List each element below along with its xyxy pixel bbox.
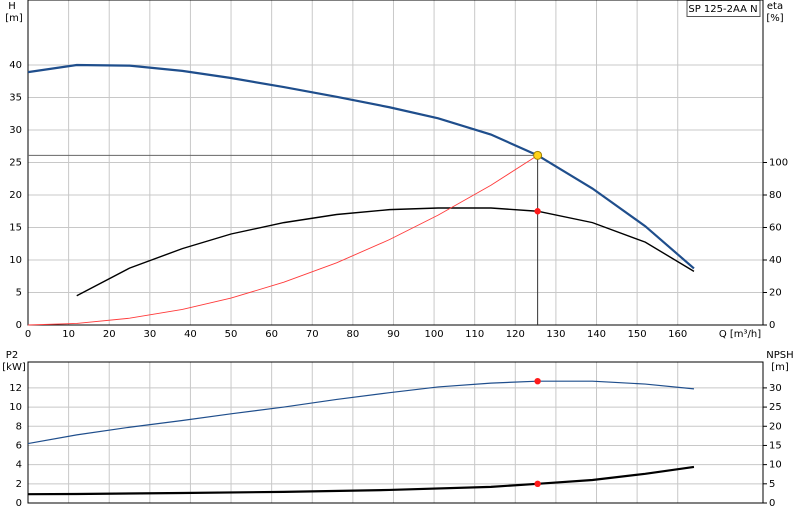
y2-tick-label: 0 <box>769 320 775 331</box>
x-tick-label: 80 <box>346 329 359 340</box>
x-tick-label: 160 <box>668 329 687 340</box>
y2-tick-label: 0 <box>769 498 775 509</box>
y-unit: [kW] <box>2 362 26 373</box>
x-tick-label: 50 <box>225 329 238 340</box>
duty-point <box>534 480 541 488</box>
y-label: H <box>8 1 16 12</box>
curve <box>76 207 695 297</box>
y-tick-label: 10 <box>9 402 22 413</box>
y2-tick-label: 30 <box>769 383 782 394</box>
x-tick-label: 40 <box>184 329 197 340</box>
x-tick-label: 140 <box>587 329 606 340</box>
y2-tick-label: 100 <box>769 158 788 169</box>
y2-tick-label: 80 <box>769 190 782 201</box>
y-tick-label: 4 <box>16 460 22 471</box>
y-tick-label: 15 <box>9 223 22 234</box>
x-tick-label: 100 <box>425 329 444 340</box>
y-tick-label: 0 <box>16 498 22 509</box>
x-tick-label: 20 <box>103 329 116 340</box>
x-tick-label: 0 <box>25 329 31 340</box>
y2-tick-label: 5 <box>769 479 775 490</box>
y-label: P2 <box>6 350 18 361</box>
y2-tick-label: 15 <box>769 440 782 451</box>
y-tick-label: 6 <box>16 440 22 451</box>
duty-point <box>534 208 541 215</box>
x-tick-label: 60 <box>265 329 278 340</box>
y-unit: [m] <box>5 13 23 24</box>
y2-tick-label: 40 <box>769 255 782 266</box>
y-tick-label: 25 <box>9 158 22 169</box>
y2-tick-label: 20 <box>769 421 782 432</box>
curve <box>27 154 538 326</box>
x-tick-label: 30 <box>143 329 156 340</box>
x-tick-label: 150 <box>628 329 647 340</box>
y-tick-label: 20 <box>9 190 22 201</box>
y2-unit: [m] <box>771 362 789 373</box>
x-tick-label: 10 <box>62 329 75 340</box>
y2-tick-label: 20 <box>769 288 782 299</box>
x-tick-label: 110 <box>465 329 484 340</box>
x-tick-label: 130 <box>546 329 565 340</box>
curve <box>27 465 695 496</box>
y2-tick-label: 25 <box>769 402 782 413</box>
x-label: Q [m³/h] <box>719 329 761 340</box>
y2-tick-label: 10 <box>769 460 782 471</box>
curve <box>27 63 695 270</box>
y-tick-label: 8 <box>16 421 22 432</box>
y-tick-label: 12 <box>9 383 22 394</box>
y-tick-label: 40 <box>9 60 22 71</box>
y-tick-label: 30 <box>9 125 22 136</box>
y-tick-label: 10 <box>9 255 22 266</box>
y-tick-label: 5 <box>16 288 22 299</box>
duty-point <box>533 150 543 160</box>
curve <box>27 380 695 445</box>
x-tick-label: 120 <box>506 329 525 340</box>
plot-frame <box>27 361 764 504</box>
y2-label: NPSH <box>766 350 793 361</box>
x-tick-label: 90 <box>387 329 400 340</box>
chart-title: SP 125-2AA N <box>688 4 757 15</box>
duty-point <box>534 377 541 385</box>
y2-label: eta <box>767 1 783 12</box>
y2-tick-label: 60 <box>769 223 782 234</box>
y-tick-label: 0 <box>16 320 22 331</box>
y-tick-label: 35 <box>9 93 22 104</box>
y-tick-label: 2 <box>16 479 22 490</box>
plot-frame <box>27 0 764 326</box>
x-tick-label: 70 <box>306 329 319 340</box>
y2-unit: [%] <box>766 13 783 24</box>
